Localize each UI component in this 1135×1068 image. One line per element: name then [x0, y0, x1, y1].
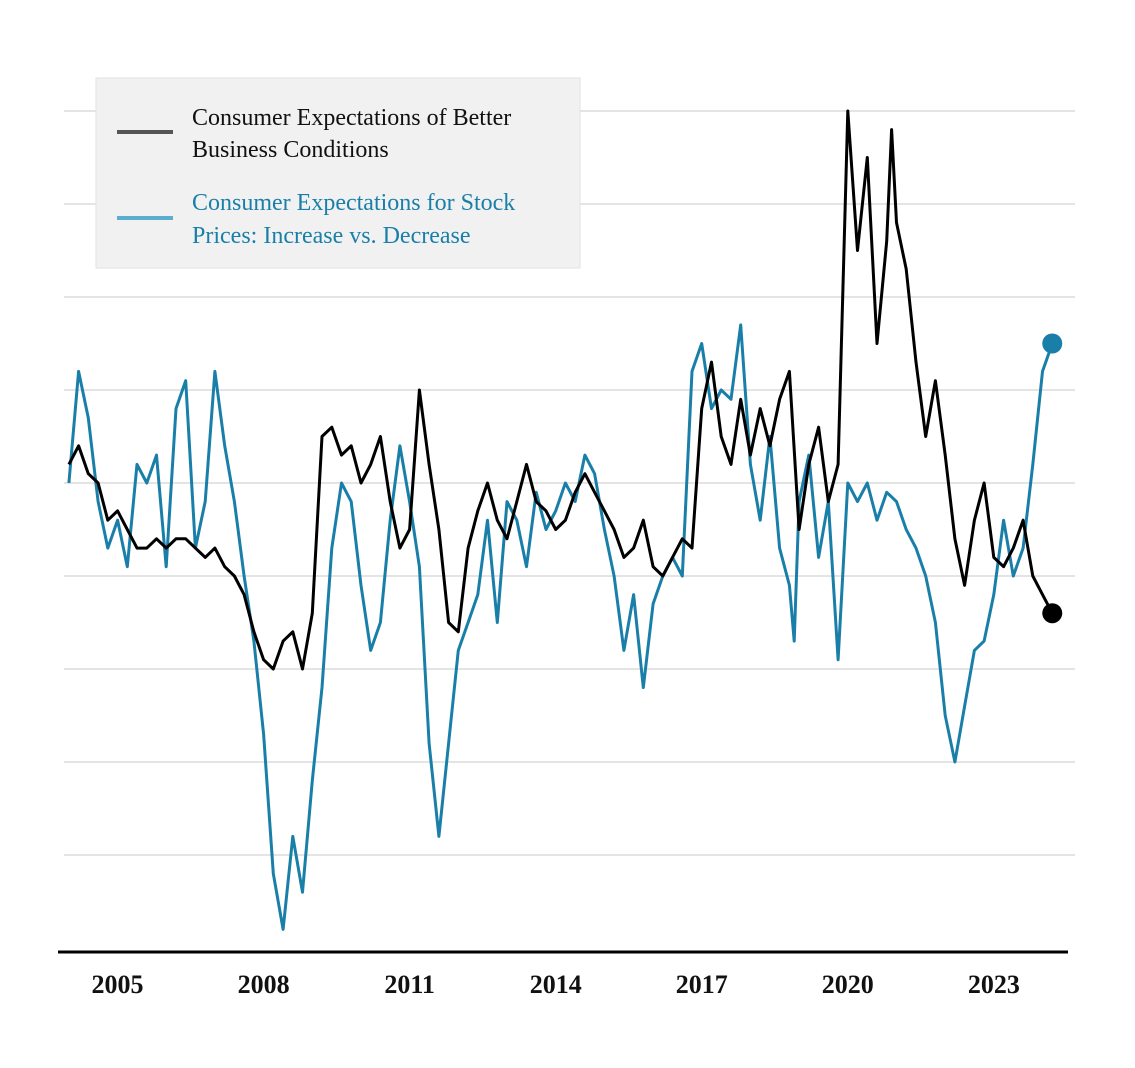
series-lines	[67, 109, 1054, 931]
x-tick-label: 2005	[92, 970, 144, 999]
legend-label-stock: Consumer Expectations for Stock Prices: …	[192, 190, 521, 249]
x-tick-label: 2014	[530, 970, 582, 999]
legend-box	[95, 77, 581, 269]
x-tick-label: 2020	[822, 970, 874, 999]
x-tick-label: 2011	[384, 970, 435, 999]
x-tick-label: 2017	[676, 970, 728, 999]
legend: Consumer Expectations of Better Business…	[95, 77, 581, 269]
series-line-business-conditions	[67, 109, 1054, 671]
series-line-stock-prices	[67, 323, 1054, 931]
endpoint-stock-prices	[1042, 333, 1063, 354]
endpoint-business-conditions	[1042, 603, 1063, 624]
x-axis-ticks: 2005 2008 2011 2014 2017 2020 2023	[92, 970, 1020, 999]
legend-label-business: Consumer Expectations of Better Business…	[192, 105, 517, 163]
series-endpoints	[1042, 333, 1063, 624]
x-tick-label: 2023	[968, 970, 1020, 999]
x-tick-label: 2008	[238, 970, 290, 999]
